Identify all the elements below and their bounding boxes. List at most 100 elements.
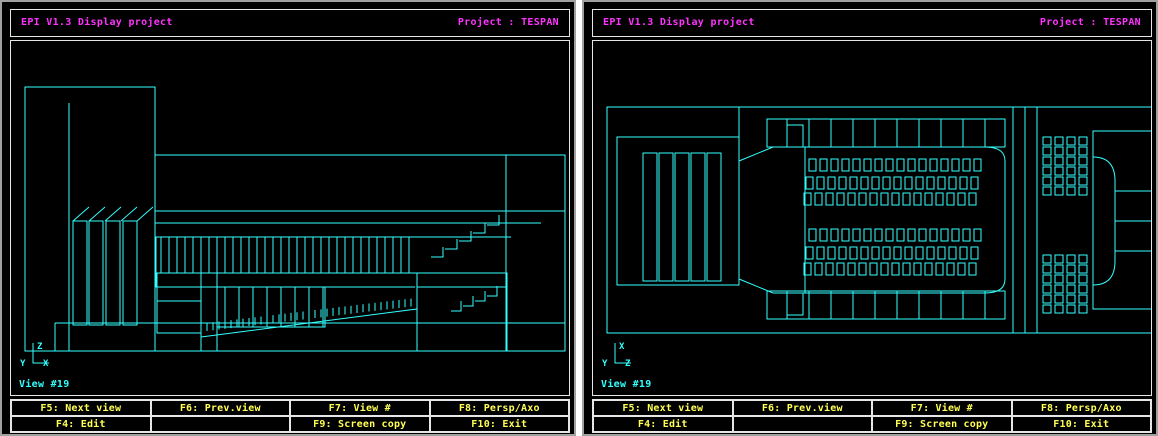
fin-top-line: [136, 206, 154, 222]
seat-block: [808, 158, 817, 172]
seat-block: [968, 192, 977, 206]
screen-copy-button[interactable]: F9: Screen copy: [872, 416, 1012, 432]
seat-block: [816, 176, 825, 190]
seat-block: [896, 158, 905, 172]
side-seat: [1042, 186, 1052, 196]
seat-block: [882, 176, 891, 190]
seat-block: [924, 262, 933, 276]
fin-1: [72, 220, 88, 326]
prev-view-button[interactable]: F6: Prev.view: [732, 400, 872, 416]
side-seat: [1066, 274, 1076, 284]
side-seat: [1054, 146, 1064, 156]
screen-copy-button[interactable]: F9: Screen copy: [290, 416, 430, 432]
stair-step: [463, 296, 474, 307]
lobby-block: [156, 272, 202, 334]
seat-block: [863, 158, 872, 172]
seat-block: [847, 192, 856, 206]
seat-block: [849, 176, 858, 190]
seat-block: [825, 192, 834, 206]
plan-wireframe: X Y Z: [602, 106, 1151, 369]
seat-block: [896, 228, 905, 242]
seat-block: [946, 192, 955, 206]
empty-key-slot: [150, 416, 290, 432]
tower-block: [24, 86, 156, 352]
display-window-right: EPI V1.3 Display project Project : TESPA…: [582, 0, 1158, 436]
fin-3: [105, 220, 121, 326]
seat-block: [962, 158, 971, 172]
next-view-button[interactable]: F5: Next view: [11, 400, 151, 416]
side-seat: [1042, 156, 1052, 166]
side-seat: [1078, 254, 1088, 264]
seat-block: [858, 262, 867, 276]
entrance-panel: [658, 152, 674, 282]
side-seat: [1054, 274, 1064, 284]
side-seat: [1078, 274, 1088, 284]
seat-block: [885, 228, 894, 242]
persp-axo-button[interactable]: F8: Persp/Axo: [429, 400, 569, 416]
stair-step: [431, 247, 444, 258]
axis-horizontal-label: Y: [602, 359, 608, 369]
seat-block: [915, 176, 924, 190]
seat-block: [937, 246, 946, 260]
seat-block: [860, 246, 869, 260]
edit-button[interactable]: F4: Edit: [11, 416, 151, 432]
side-block: [416, 272, 508, 352]
side-seat: [1054, 264, 1064, 274]
prev-view-button[interactable]: F6: Prev.view: [150, 400, 290, 416]
seat-block: [803, 262, 812, 276]
exit-button[interactable]: F10: Exit: [1011, 416, 1151, 432]
stair-step: [487, 215, 500, 226]
drawing-viewport[interactable]: Z Y X View #19: [10, 40, 570, 396]
seat-block: [924, 192, 933, 206]
seat-block: [860, 176, 869, 190]
side-seat: [1042, 176, 1052, 186]
seat-block: [957, 192, 966, 206]
drawing-viewport[interactable]: X Y Z View #19: [592, 40, 1152, 396]
seat-block: [959, 176, 968, 190]
seat-block: [940, 158, 949, 172]
axis-horizontal-label: Y: [20, 359, 26, 369]
seat-block: [838, 176, 847, 190]
seat-block: [907, 158, 916, 172]
fin-top-line: [72, 206, 90, 222]
seat-block: [871, 246, 880, 260]
next-view-button[interactable]: F5: Next view: [593, 400, 733, 416]
side-seat: [1042, 254, 1052, 264]
seat-block: [926, 176, 935, 190]
seat-block: [891, 262, 900, 276]
entrance-panel: [642, 152, 658, 282]
site-outline: [606, 106, 1151, 334]
seat-block: [874, 158, 883, 172]
seat-block: [962, 228, 971, 242]
seat-block: [918, 228, 927, 242]
side-seat: [1042, 166, 1052, 176]
seat-block: [874, 228, 883, 242]
seat-block: [830, 228, 839, 242]
seat-block: [957, 262, 966, 276]
seat-block: [808, 228, 817, 242]
seat-block: [968, 262, 977, 276]
seat-block: [863, 228, 872, 242]
stair-step: [487, 286, 498, 297]
fin-top-line: [120, 206, 138, 222]
entrance-panel: [706, 152, 722, 282]
view-number-button[interactable]: F7: View #: [290, 400, 430, 416]
function-key-bar: F5: Next view F6: Prev.view F7: View # F…: [592, 399, 1152, 433]
fin-2: [88, 220, 104, 326]
view-number-button[interactable]: F7: View #: [872, 400, 1012, 416]
seat-block: [904, 246, 913, 260]
side-seat: [1066, 264, 1076, 274]
persp-axo-button[interactable]: F8: Persp/Axo: [1011, 400, 1151, 416]
side-seat: [1042, 136, 1052, 146]
edit-button[interactable]: F4: Edit: [593, 416, 733, 432]
side-seat: [1054, 254, 1064, 264]
seat-block: [970, 246, 979, 260]
side-seat: [1054, 136, 1064, 146]
side-seat: [1078, 176, 1088, 186]
exit-button[interactable]: F10: Exit: [429, 416, 569, 432]
seat-block: [825, 262, 834, 276]
side-seat: [1066, 186, 1076, 196]
seat-block: [882, 246, 891, 260]
side-seat: [1066, 166, 1076, 176]
seat-block: [852, 228, 861, 242]
